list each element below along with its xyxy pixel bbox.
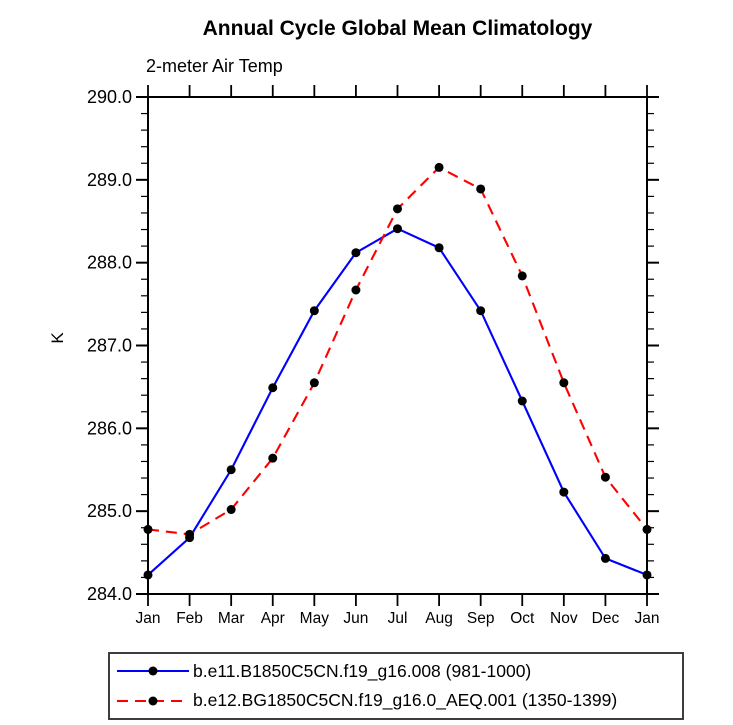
data-point-marker-s0: [559, 487, 569, 497]
y-tick-label: 284.0: [87, 584, 132, 604]
data-point-marker-s0: [393, 224, 402, 234]
x-tick-label: Feb: [176, 610, 203, 627]
data-point-marker-s0: [351, 248, 361, 258]
x-tick-label: Jul: [388, 610, 408, 627]
data-point-marker-s1: [309, 378, 319, 388]
legend-line-sample-1: [117, 696, 189, 706]
legend-item-label: b.e11.B1850C5CN.f19_g16.008 (981-1000): [193, 660, 532, 681]
x-tick-label: Dec: [592, 610, 620, 627]
chart-subtitle: 2-meter Air Temp: [146, 56, 283, 76]
plot-frame: [147, 96, 648, 595]
data-point-marker-s1: [143, 524, 153, 534]
data-point-marker-s1: [600, 472, 610, 482]
legend-item-label: b.e12.BG1850C5CN.f19_g16.0_AEQ.001 (1350…: [193, 690, 618, 711]
data-point-marker-s0: [476, 306, 486, 316]
data-point-marker-s0: [517, 396, 527, 406]
y-tick-label: 288.0: [87, 253, 132, 273]
data-point-marker-s1: [393, 204, 402, 214]
legend: b.e11.B1850C5CN.f19_g16.008 (981-1000) b.…: [108, 652, 684, 720]
chart-title: Annual Cycle Global Mean Climatology: [202, 17, 593, 40]
data-point-marker-s0: [309, 306, 319, 316]
data-point-marker-s1: [351, 285, 361, 295]
series-line-0: [147, 227, 648, 576]
legend-marker-dot: [148, 696, 158, 706]
series-line-1: [147, 166, 648, 536]
x-tick-label: Nov: [550, 610, 578, 627]
data-point-marker-s0: [143, 570, 153, 580]
x-tick-label: Mar: [218, 610, 245, 627]
data-point-marker-s1: [185, 529, 195, 539]
x-tick-label: Sep: [467, 610, 495, 627]
x-tick-label: Oct: [510, 610, 535, 627]
y-tick-label: 286.0: [87, 418, 132, 438]
y-tick-label: 289.0: [87, 170, 132, 190]
data-point-marker-s1: [642, 524, 652, 534]
x-tick-label: Jan: [635, 610, 660, 627]
data-point-marker-s1: [226, 505, 236, 515]
legend-line-sample-0: [117, 666, 189, 676]
y-tick-label: 287.0: [87, 336, 132, 356]
data-point-marker-s0: [642, 570, 652, 580]
legend-item-0: b.e11.B1850C5CN.f19_g16.008 (981-1000): [113, 659, 682, 683]
data-point-marker-s0: [434, 243, 444, 253]
data-point-marker-s1: [434, 162, 444, 172]
legend-marker-dot: [148, 666, 158, 676]
plot-area: 284.0 285.0 286.0 287.0 288.0 289.0 290.0 Jan Fe…: [87, 85, 660, 627]
y-tick-label: 285.0: [87, 501, 132, 521]
data-point-marker-s1: [476, 184, 486, 194]
x-tick-label: Jan: [136, 610, 161, 627]
data-point-marker-s0: [600, 553, 610, 563]
y-tick-label: 290.0: [87, 87, 132, 107]
legend-item-1: b.e12.BG1850C5CN.f19_g16.0_AEQ.001 (1350…: [113, 689, 682, 713]
data-point-marker-s0: [226, 465, 236, 475]
x-tick-label: May: [300, 610, 330, 627]
data-point-marker-s1: [559, 378, 569, 388]
data-point-marker-s1: [517, 271, 527, 281]
data-point-marker-s1: [268, 453, 278, 463]
data-point-marker-s0: [268, 383, 278, 393]
x-tick-label: Aug: [425, 610, 453, 627]
x-tick-label: Jun: [343, 610, 368, 627]
x-tick-label: Apr: [261, 610, 285, 627]
